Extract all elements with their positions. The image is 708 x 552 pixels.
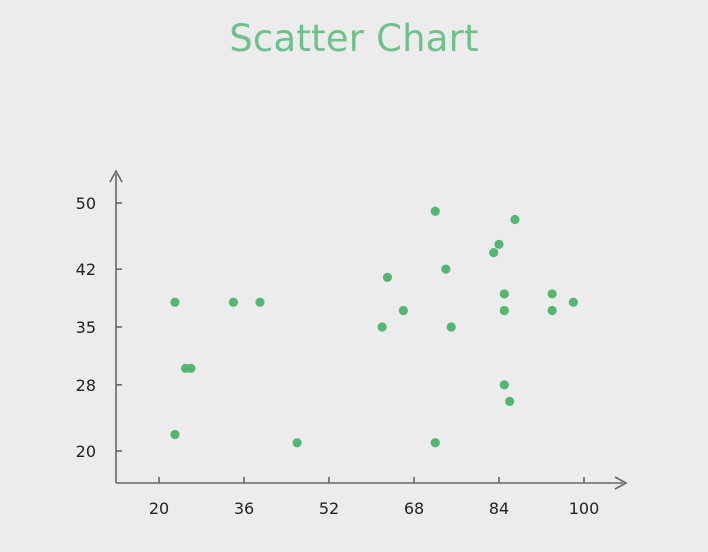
data-point: [547, 305, 557, 316]
data-point: [228, 297, 238, 307]
y-axis-arrow: [109, 169, 123, 183]
x-axis-arrow: [614, 476, 628, 490]
data-point: [430, 438, 440, 448]
axes: [109, 169, 628, 490]
data-point: [510, 214, 520, 225]
y-tick-label: 50: [76, 194, 96, 213]
data-point: [446, 322, 456, 332]
data-point: [170, 297, 180, 307]
y-ticks: 20 28 35 42 50: [76, 194, 122, 461]
x-tick-label: 20: [149, 499, 169, 518]
data-point: [292, 438, 302, 448]
data-point: [499, 289, 509, 299]
y-tick-label: 42: [76, 260, 96, 279]
data-point: [489, 248, 499, 258]
y-tick-label: 35: [76, 318, 96, 337]
x-tick-label: 52: [319, 499, 339, 518]
data-point: [499, 380, 509, 390]
data-point: [170, 429, 180, 440]
y-tick-label: 28: [76, 376, 96, 395]
chart-title: Scatter Chart: [229, 17, 479, 60]
data-point: [377, 322, 387, 332]
data-point: [547, 289, 557, 299]
data-point: [505, 396, 515, 406]
data-point: [255, 297, 265, 307]
data-point: [430, 206, 440, 216]
data-point: [398, 305, 408, 316]
data-points: [170, 206, 578, 448]
x-tick-label: 84: [489, 499, 509, 518]
data-point: [441, 264, 451, 274]
data-point: [494, 239, 504, 249]
x-ticks: 20 36 52 68 84 100: [149, 477, 599, 518]
data-point: [186, 363, 196, 373]
x-tick-label: 36: [234, 499, 254, 518]
data-point: [382, 272, 393, 282]
x-tick-label: 100: [569, 499, 600, 518]
data-point: [499, 305, 509, 316]
data-point: [568, 297, 578, 307]
x-tick-label: 68: [404, 499, 424, 518]
y-tick-label: 20: [76, 442, 96, 461]
